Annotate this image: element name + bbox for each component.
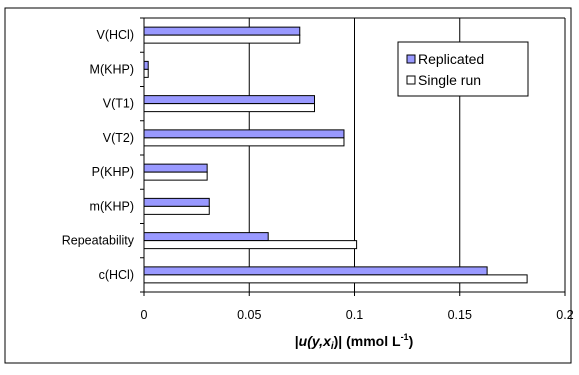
category-label: Repeatability: [62, 234, 135, 248]
category-label: c(HCl): [99, 268, 134, 282]
bar-replicated: [143, 95, 316, 105]
bar-single-run: [143, 34, 301, 44]
x-tick-label: 0: [141, 308, 148, 322]
x-tick-label: 0.05: [237, 308, 261, 322]
category-label: V(HCl): [97, 28, 135, 42]
legend-label-replicated: Replicated: [418, 51, 484, 67]
bar-replicated: [143, 197, 210, 207]
bar-single-run: [143, 274, 528, 284]
bar-replicated: [143, 26, 301, 36]
category-label: V(T1): [103, 97, 134, 111]
x-tick-label: 0.2: [556, 308, 573, 322]
bar-single-run: [143, 103, 316, 113]
bar-replicated: [143, 129, 345, 139]
legend-box: [397, 41, 529, 97]
x-tick-label: 0.1: [346, 308, 363, 322]
x-tick-label: 0.15: [448, 308, 472, 322]
bar-replicated: [143, 60, 149, 70]
legend-label-single-run: Single run: [418, 72, 481, 88]
legend-swatch-replicated: [406, 54, 416, 64]
category-label: V(T2): [103, 131, 134, 145]
bar-single-run: [143, 137, 345, 147]
legend: Replicated Single run: [397, 41, 529, 97]
bar-single-run: [143, 68, 149, 78]
legend-swatch-single-run: [406, 75, 416, 85]
bar-single-run: [143, 205, 210, 215]
bar-replicated: [143, 266, 488, 276]
category-label: M(KHP): [90, 62, 134, 76]
bar-replicated: [143, 163, 208, 173]
bar-single-run: [143, 240, 358, 250]
category-label: P(KHP): [92, 165, 134, 179]
category-label: m(KHP): [90, 199, 134, 213]
x-axis-label: |u(y,xi)| (mmol L-1): [295, 332, 414, 352]
bar-single-run: [143, 171, 208, 181]
bar-replicated: [143, 232, 269, 242]
